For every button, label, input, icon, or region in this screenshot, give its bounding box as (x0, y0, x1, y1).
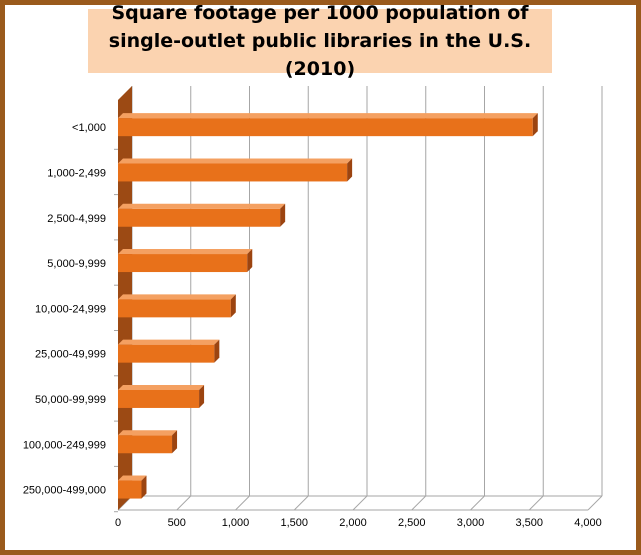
bar (118, 389, 200, 408)
bar-top (118, 249, 253, 255)
bar (118, 344, 215, 363)
bar-top (118, 294, 236, 300)
bar (118, 254, 248, 273)
y-category-label: 2,500-4,999 (47, 213, 106, 225)
bar-top (118, 203, 286, 209)
bar (118, 480, 142, 499)
bar-top (118, 430, 178, 436)
bar-side (214, 339, 220, 363)
bar-top (118, 158, 353, 164)
bar-side (247, 249, 253, 273)
x-tick-label: 2,500 (398, 517, 426, 529)
y-category-label: 25,000-49,999 (35, 349, 106, 361)
bar-top (118, 339, 220, 345)
floor-gridline (235, 495, 250, 511)
bar (118, 208, 281, 227)
bars (118, 113, 538, 499)
floor-gridline (176, 495, 192, 511)
bar (118, 118, 533, 137)
bar-side (199, 384, 205, 408)
x-tick-label: 500 (168, 517, 186, 529)
y-category-label: 250,000-499,000 (23, 485, 106, 497)
x-tick-label: 2,000 (339, 517, 367, 529)
bar (118, 435, 173, 454)
y-category-label: <1,000 (72, 122, 106, 134)
bar-side (347, 158, 353, 182)
floor-gridline (352, 495, 368, 511)
bar-side (172, 430, 178, 454)
floor-gridline (587, 495, 603, 511)
floor-gridline (293, 495, 309, 511)
bar-top (118, 384, 205, 390)
x-tick-label: 0 (115, 517, 121, 529)
y-category-label: 1,000-2,499 (47, 167, 106, 179)
floor-gridline (528, 495, 544, 511)
x-tick-label: 4,000 (574, 517, 602, 529)
floor-gridline (411, 495, 427, 511)
bar-top (118, 475, 147, 481)
y-category-label: 5,000-9,999 (47, 258, 106, 270)
bar (118, 299, 231, 318)
bar-side (230, 294, 236, 318)
x-tick-label: 3,500 (515, 517, 543, 529)
labels: 0 500 1,000 1,500 2,000 2,500 3,000 3,500 4,000 <… (23, 122, 602, 529)
x-tick-label: 1,000 (222, 517, 250, 529)
bar-side (280, 203, 286, 227)
chart-title: Square footage per 1000 population of si… (88, 2, 552, 80)
x-tick-label: 1,500 (280, 517, 308, 529)
y-category-label: 50,000-99,999 (35, 394, 106, 406)
bar-side (141, 475, 147, 499)
bar-side (532, 113, 538, 137)
bar-top (118, 113, 538, 119)
y-category-label: 10,000-24,999 (35, 303, 106, 315)
y-category-label: 100,000-249,999 (23, 439, 106, 451)
x-tick-label: 3,000 (457, 517, 485, 529)
bar (118, 163, 348, 182)
floor-gridline (470, 495, 485, 511)
